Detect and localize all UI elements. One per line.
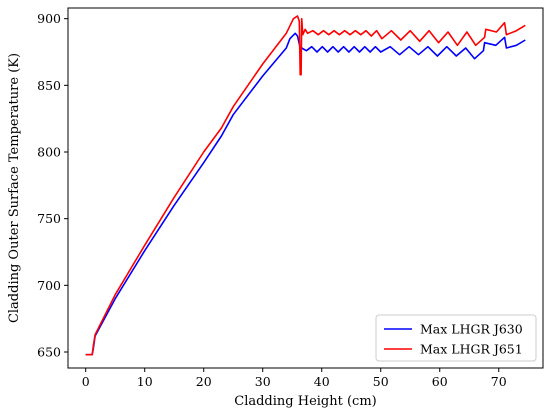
plot-frame <box>67 7 544 369</box>
x-tick-label: 20 <box>196 374 212 389</box>
x-tick-label: 10 <box>137 374 153 389</box>
legend: Max LHGR J630 Max LHGR J651 <box>375 314 537 362</box>
legend-label-j651: Max LHGR J651 <box>420 342 523 357</box>
y-tick-label: 800 <box>37 145 61 160</box>
y-axis: 650 700 750 800 850 900 <box>37 11 68 360</box>
y-tick-label: 750 <box>37 211 61 226</box>
y-tick-label: 700 <box>37 278 61 293</box>
x-tick-label: 60 <box>432 374 448 389</box>
x-tick-label: 70 <box>491 374 507 389</box>
series-line-0 <box>85 32 526 356</box>
x-tick-label: 30 <box>255 374 271 389</box>
series-layer <box>85 15 526 356</box>
x-axis: 0 10 20 30 40 50 60 70 <box>82 368 507 389</box>
x-tick-label: 0 <box>82 374 90 389</box>
x-axis-label: Cladding Height (cm) <box>234 394 376 409</box>
y-axis-label: Cladding Outer Surface Temperature (K) <box>7 53 22 323</box>
series-line-1 <box>85 15 526 356</box>
x-tick-label: 50 <box>373 374 389 389</box>
legend-label-j630: Max LHGR J630 <box>420 322 523 337</box>
y-tick-label: 900 <box>37 11 61 26</box>
legend-box <box>375 314 537 362</box>
y-tick-label: 850 <box>37 78 61 93</box>
x-tick-label: 40 <box>314 374 330 389</box>
y-tick-label: 650 <box>37 345 61 360</box>
